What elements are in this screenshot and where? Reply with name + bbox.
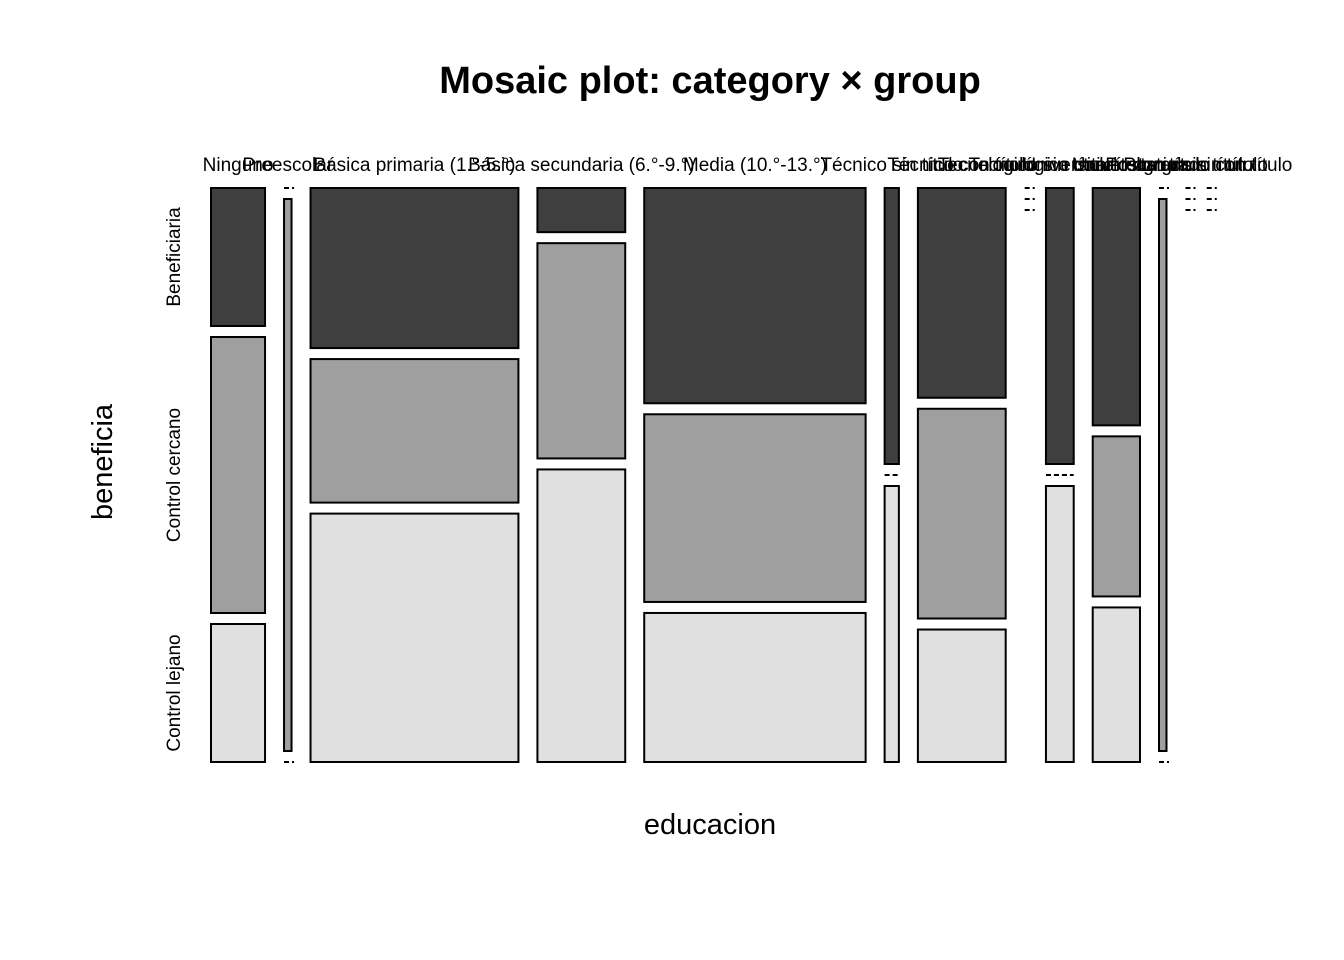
column-label-tecnologico-con-titulo: Tecnológico con título <box>968 155 1151 176</box>
column-label-basica-primaria-1-5: Básica primaria (1.°-5.°) <box>313 155 515 176</box>
row-labels: Beneficiaria Control cercano Control lejan… <box>164 207 185 752</box>
tile-universitario-sin-titulo-control-cercano <box>1157 198 1168 752</box>
x-axis-title: educacion <box>644 809 776 841</box>
column-label-preescolar: Preescolar <box>242 155 333 176</box>
column-label-tecnico-sin-titulo: Técnico sin título <box>820 155 963 176</box>
tile-media-10-13-control-lejano <box>643 611 867 764</box>
tile-basica-secundaria-6-9-control-cercano <box>536 242 627 460</box>
tile-media-10-13-beneficiaria <box>643 187 867 405</box>
tile-basica-secundaria-6-9-beneficiaria <box>536 187 627 234</box>
y-axis-title: beneficia <box>87 403 119 520</box>
tile-universitario-con-titulo-control-lejano <box>1091 606 1141 763</box>
tile-tecnico-sin-titulo-beneficiaria <box>883 187 900 465</box>
mosaic-tiles <box>210 187 1217 764</box>
tile-tecnico-sin-titulo-control-lejano <box>883 485 900 763</box>
tile-ninguno-beneficiaria <box>210 187 267 327</box>
column-label-media-10-13: Media (10.°-13.°) <box>683 155 827 176</box>
tile-tecnico-con-titulo-beneficiaria <box>916 187 1007 399</box>
tile-basica-primaria-1-5-control-lejano <box>309 512 520 763</box>
column-label-basica-secundaria-6-9: Básica secundaria (6.°-9.°) <box>468 155 694 176</box>
tile-preescolar-control-cercano <box>283 198 293 752</box>
column-label-tecnico-con-titulo: Técnico con título <box>887 155 1036 176</box>
column-label-ninguno: Ninguno <box>203 155 274 176</box>
tile-basica-primaria-1-5-control-cercano <box>309 358 520 504</box>
row-label-beneficiaria: Beneficiaria <box>164 207 185 307</box>
column-label-universitario-sin-titulo: Universitario sin título <box>1072 155 1254 176</box>
tile-universitario-con-titulo-control-cercano <box>1091 435 1141 598</box>
row-label-control-cercano: Control cercano <box>164 408 185 542</box>
tile-basica-secundaria-6-9-control-lejano <box>536 468 627 763</box>
tile-tecnologico-con-titulo-beneficiaria <box>1044 187 1075 465</box>
tile-basica-primaria-1-5-beneficiaria <box>309 187 520 350</box>
tile-universitario-con-titulo-beneficiaria <box>1091 187 1141 427</box>
tile-media-10-13-control-cercano <box>643 413 867 603</box>
column-label-tecnologico-sin-titulo: Tecnológico sin título <box>938 155 1114 176</box>
column-label-postgrado-sin-titulo: Postgrado sin título <box>1105 155 1268 176</box>
column-label-postgrado-con-titulo: Postgrado con título <box>1123 155 1292 176</box>
tile-tecnico-con-titulo-control-lejano <box>916 628 1007 764</box>
tile-ninguno-control-lejano <box>210 623 267 763</box>
tile-tecnologico-con-titulo-control-lejano <box>1044 485 1075 763</box>
row-label-control-lejano: Control lejano <box>164 634 185 751</box>
column-label-universitario-con-titulo: Universitario con título <box>1022 155 1210 176</box>
tile-tecnico-con-titulo-control-cercano <box>916 407 1007 620</box>
tile-ninguno-control-cercano <box>210 336 267 614</box>
chart-title: Mosaic plot: category × group <box>439 60 981 102</box>
